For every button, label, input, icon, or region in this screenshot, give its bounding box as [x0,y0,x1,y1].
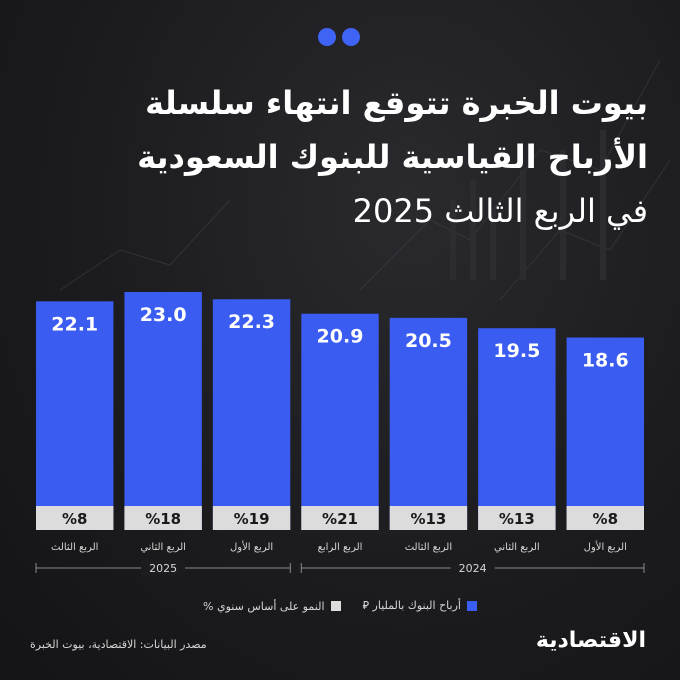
decorative-dot [318,28,336,46]
growth-box [212,506,291,530]
category-label: الربع الثاني [494,542,540,553]
bar-value-label: 20.9 [317,326,364,348]
bar-value-label: 23.0 [140,304,187,326]
year-label-bg [450,560,495,576]
bar-value-label: 20.5 [405,330,452,352]
growth-label: %8 [62,510,87,528]
decorative-dot [342,28,360,46]
bar-value-label: 22.1 [51,313,98,335]
category-label: الربع الثالث [405,542,452,553]
bar-profit [36,301,114,530]
growth-label: %18 [145,510,181,528]
legend-swatch-growth [330,601,341,611]
legend-label-growth: النمو على أساس سنوي % [203,599,325,613]
year-label: 2024 [459,562,487,575]
publisher-logo: الاقتصادية [535,628,646,653]
legend: أرباح البنوك بالمليار ⃁ النمو على أساس س… [0,596,680,616]
title-line-1: بيوت الخبرة تتوقع انتهاء سلسلة [145,84,648,122]
growth-box [301,506,379,530]
growth-label: %13 [410,510,446,528]
bar-profit [478,328,556,530]
legend-swatch-profits [466,601,477,611]
year-label-bg [141,560,186,576]
category-label: الربع الثالث [51,542,98,553]
title-line-3: في الربع الثالث 2025 [352,192,648,230]
growth-label: %19 [234,510,270,528]
growth-box [36,506,114,530]
category-label: الربع الأول [584,540,627,553]
bar-value-label: 18.6 [582,350,629,372]
legend-label-profits: أرباح البنوك بالمليار ⃁ [362,599,461,612]
growth-box [124,506,202,530]
chart-title: بيوت الخبرة تتوقع انتهاء سلسلة الأرباح ا… [20,76,648,238]
title-line-2: الأرباح القياسية للبنوك السعودية [137,138,648,176]
bar-profit [389,317,468,530]
growth-label: %21 [322,510,358,528]
growth-box [389,506,468,530]
category-label: الربع الأول [230,540,273,553]
growth-label: %13 [499,510,535,528]
bar-value-label: 19.5 [493,340,540,362]
growth-box [478,506,556,530]
bar-profit [212,299,291,530]
legend-item-profits: أرباح البنوك بالمليار ⃁ [363,596,477,616]
legend-item-growth: النمو على أساس سنوي % [203,596,341,616]
category-label: الربع الثاني [140,542,186,553]
bar-profit [566,337,644,530]
growth-box [566,506,644,530]
category-label: الربع الرابع [318,542,363,553]
year-label: 2025 [149,562,177,575]
header-dots [318,28,360,46]
data-source: مصدر البيانات: الاقتصادية، بيوت الخبرة [30,638,207,651]
bar-profit [124,292,202,530]
bar-value-label: 22.3 [228,311,275,333]
growth-label: %8 [593,510,618,528]
bar-profit [301,313,379,530]
